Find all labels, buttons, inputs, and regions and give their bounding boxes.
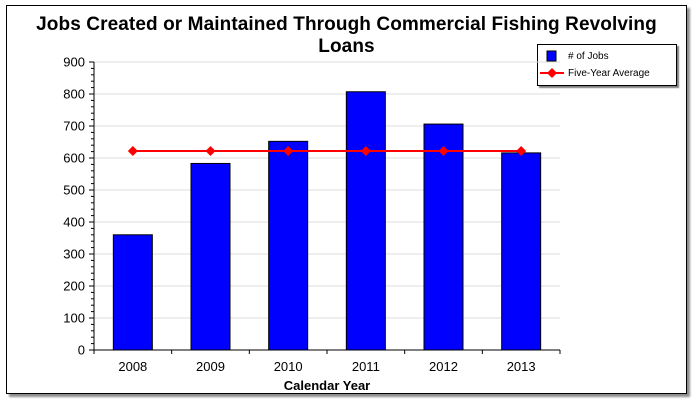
y-tick-label: 0	[78, 343, 85, 358]
bar-2012	[423, 123, 464, 351]
y-tick-label: 800	[63, 87, 85, 102]
chart-legend: # of Jobs Five-Year Average	[537, 44, 677, 86]
legend-label-jobs: # of Jobs	[568, 50, 609, 62]
x-tick-label: 2012	[429, 359, 458, 374]
average-marker-2009	[205, 145, 216, 156]
x-tick-label: 2008	[118, 359, 147, 374]
bar-2013	[501, 152, 542, 351]
y-tick-label: 400	[63, 215, 85, 230]
x-tick-label: 2010	[274, 359, 303, 374]
x-tick-label: 2009	[196, 359, 225, 374]
y-tick-label: 200	[63, 279, 85, 294]
average-marker-2010	[283, 145, 294, 156]
bar-2010	[268, 140, 309, 351]
average-marker-2013	[516, 145, 527, 156]
y-tick-label: 300	[63, 247, 85, 262]
bar-2011	[345, 91, 386, 351]
y-tick-label: 900	[63, 55, 85, 70]
y-tick-label: 500	[63, 183, 85, 198]
x-axis-title: Calendar Year	[284, 378, 370, 393]
chart-plot: 0 100 200 300 400 500 600 700 800 900 2008 2009 2010…	[63, 55, 561, 393]
legend-label-average: Five-Year Average	[568, 67, 650, 79]
legend-bar-swatch	[546, 50, 557, 62]
y-tick-label: 700	[63, 119, 85, 134]
y-tick-label: 600	[63, 151, 85, 166]
average-marker-2008	[127, 145, 138, 156]
y-tick-label: 100	[63, 311, 85, 326]
bar-2009	[190, 162, 231, 351]
average-marker-2012	[438, 145, 449, 156]
bar-2008	[112, 234, 153, 351]
x-tick-label: 2011	[352, 359, 380, 374]
average-marker-2011	[360, 145, 371, 156]
legend-line-swatch	[540, 68, 564, 78]
x-tick-label: 2013	[507, 359, 536, 374]
chart-frame: Jobs Created or Maintained Through Comme…	[6, 5, 687, 394]
chart-title: Jobs Created or Maintained Through Comme…	[36, 14, 657, 57]
